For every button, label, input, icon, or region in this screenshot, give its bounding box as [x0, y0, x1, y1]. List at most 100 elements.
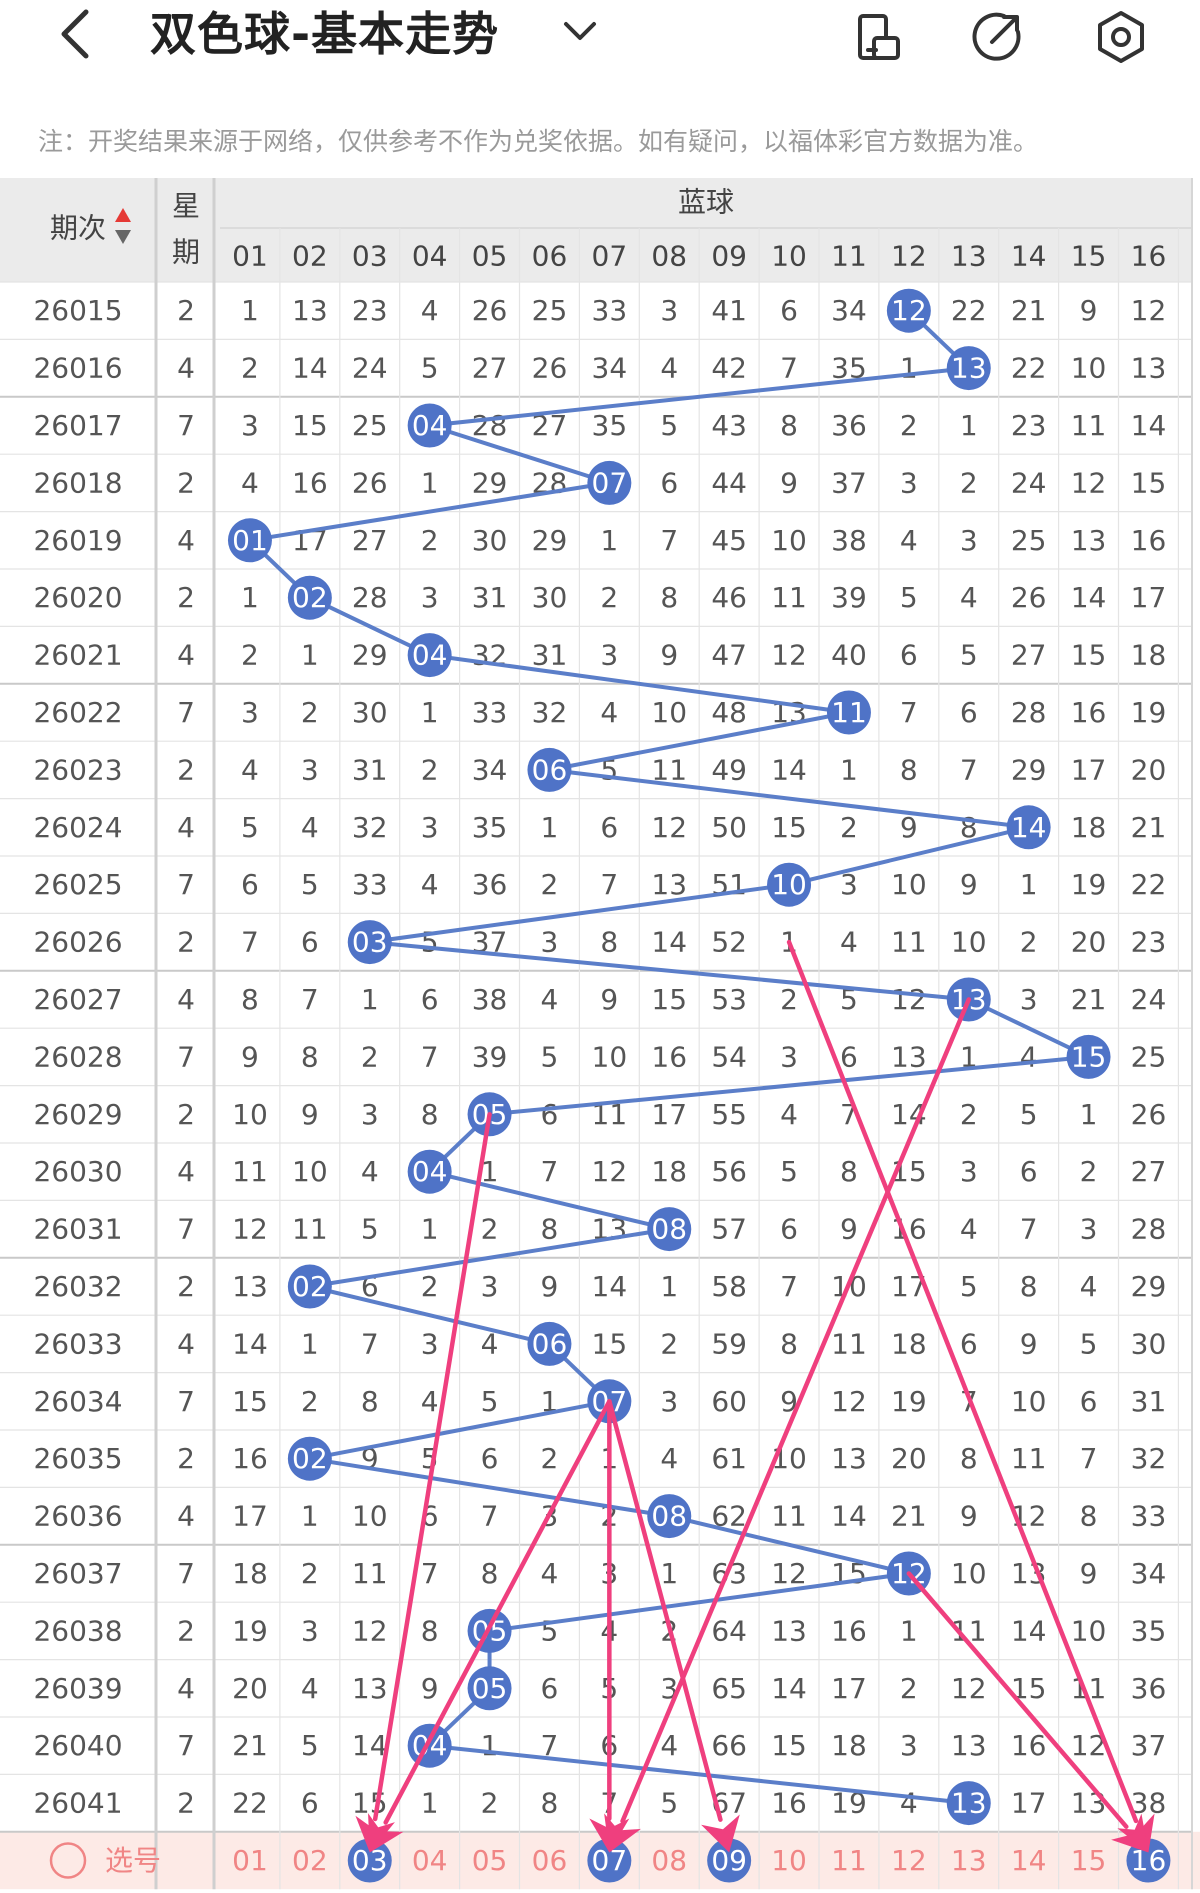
- blue-ball: [407, 633, 452, 678]
- omission-value: 1: [481, 1729, 499, 1762]
- selected-ball[interactable]: [707, 1838, 752, 1883]
- omission-value: 34: [831, 294, 867, 327]
- omission-value: 11: [891, 926, 927, 959]
- omission-value: 6: [1020, 1155, 1038, 1188]
- selected-ball[interactable]: [347, 1838, 392, 1883]
- omission-value: 15: [771, 1729, 807, 1762]
- omission-value: 3: [241, 696, 259, 729]
- omission-value: 4: [900, 524, 918, 557]
- omission-value: 2: [541, 868, 559, 901]
- omission-value: 10: [592, 1040, 628, 1073]
- sort-down-icon[interactable]: [115, 230, 131, 244]
- select-number[interactable]: 08: [651, 1844, 687, 1877]
- omission-value: 25: [1011, 524, 1047, 557]
- omission-value: 38: [831, 524, 867, 557]
- omission-value: 20: [891, 1442, 927, 1475]
- dropdown-chevron-icon[interactable]: [562, 16, 598, 46]
- select-number[interactable]: 11: [831, 1844, 867, 1877]
- select-number[interactable]: 10: [771, 1844, 807, 1877]
- selected-ball[interactable]: [587, 1838, 632, 1883]
- omission-value: 8: [660, 581, 678, 614]
- omission-value: 25: [532, 294, 568, 327]
- table-header-bg: [0, 178, 1192, 282]
- omission-value: 16: [292, 466, 328, 499]
- omission-value: 29: [352, 639, 388, 672]
- omission-value: 27: [1131, 1155, 1167, 1188]
- omission-value: 2: [1080, 1155, 1098, 1188]
- screen-mode-icon[interactable]: [852, 10, 906, 64]
- back-arrow-icon[interactable]: [56, 8, 96, 60]
- omission-value: 22: [1011, 352, 1047, 385]
- omission-value: 19: [232, 1614, 268, 1647]
- sort-up-icon[interactable]: [115, 208, 131, 222]
- omission-value: 18: [1131, 639, 1167, 672]
- select-number[interactable]: 13: [951, 1844, 987, 1877]
- omission-value: 14: [592, 1270, 628, 1303]
- omission-value: 8: [780, 409, 798, 442]
- omission-value: 2: [1020, 926, 1038, 959]
- omission-value: 18: [891, 1327, 927, 1360]
- blue-ball: [1006, 805, 1051, 850]
- omission-value: 1: [660, 1270, 678, 1303]
- omission-value: 3: [660, 1385, 678, 1418]
- select-number[interactable]: 14: [1011, 1844, 1047, 1877]
- omission-value: 7: [361, 1327, 379, 1360]
- select-number[interactable]: 15: [1071, 1844, 1107, 1877]
- omission-value: 7: [780, 352, 798, 385]
- omission-value: 8: [421, 1614, 439, 1647]
- weekday: 7: [177, 1040, 195, 1073]
- omission-value: 10: [951, 1557, 987, 1590]
- page-title[interactable]: 双色球-基本走势: [150, 7, 500, 61]
- omission-value: 6: [780, 1213, 798, 1246]
- omission-value: 4: [241, 466, 259, 499]
- omission-value: 2: [241, 639, 259, 672]
- edit-icon[interactable]: [970, 10, 1024, 64]
- omission-value: 5: [301, 868, 319, 901]
- omission-value: 19: [1131, 696, 1167, 729]
- omission-value: 55: [711, 1098, 747, 1131]
- omission-value: 11: [352, 1557, 388, 1590]
- omission-value: 18: [232, 1557, 268, 1590]
- omission-value: 2: [421, 524, 439, 557]
- omission-value: 24: [1011, 466, 1047, 499]
- omission-value: 3: [780, 1040, 798, 1073]
- omission-value: 16: [1071, 696, 1107, 729]
- select-label[interactable]: 选号: [105, 1844, 161, 1877]
- omission-value: 13: [1071, 1787, 1107, 1820]
- select-number[interactable]: 12: [891, 1844, 927, 1877]
- omission-value: 8: [241, 983, 259, 1016]
- weekday: 4: [177, 639, 195, 672]
- omission-value: 32: [532, 696, 568, 729]
- omission-value: 19: [891, 1385, 927, 1418]
- select-number[interactable]: 01: [232, 1844, 268, 1877]
- select-radio[interactable]: [49, 1842, 87, 1879]
- column-header: 06: [532, 240, 568, 273]
- omission-value: 6: [541, 1098, 559, 1131]
- omission-value: 4: [660, 352, 678, 385]
- omission-value: 12: [1131, 294, 1167, 327]
- omission-value: 1: [241, 294, 259, 327]
- omission-value: 39: [472, 1040, 508, 1073]
- omission-value: 10: [292, 1155, 328, 1188]
- settings-icon[interactable]: [1094, 10, 1148, 64]
- select-number[interactable]: 02: [292, 1844, 328, 1877]
- omission-value: 13: [891, 1040, 927, 1073]
- omission-value: 66: [711, 1729, 747, 1762]
- omission-value: 65: [711, 1672, 747, 1705]
- select-number[interactable]: 06: [532, 1844, 568, 1877]
- blue-ball-number: 13: [951, 1787, 987, 1820]
- weekday: 7: [177, 1729, 195, 1762]
- omission-value: 2: [301, 1385, 319, 1418]
- period-number: 26015: [33, 294, 122, 327]
- select-number[interactable]: 04: [412, 1844, 448, 1877]
- select-number[interactable]: 05: [472, 1844, 508, 1877]
- omission-value: 5: [421, 926, 439, 959]
- omission-value: 20: [1131, 753, 1167, 786]
- selected-ball[interactable]: [1126, 1838, 1171, 1883]
- omission-value: 12: [951, 1672, 987, 1705]
- blue-ball-number: 15: [1071, 1040, 1107, 1073]
- blue-ball: [587, 460, 632, 505]
- period-number: 26041: [33, 1787, 122, 1820]
- omission-value: 5: [541, 1040, 559, 1073]
- period-header[interactable]: 期次: [50, 212, 106, 245]
